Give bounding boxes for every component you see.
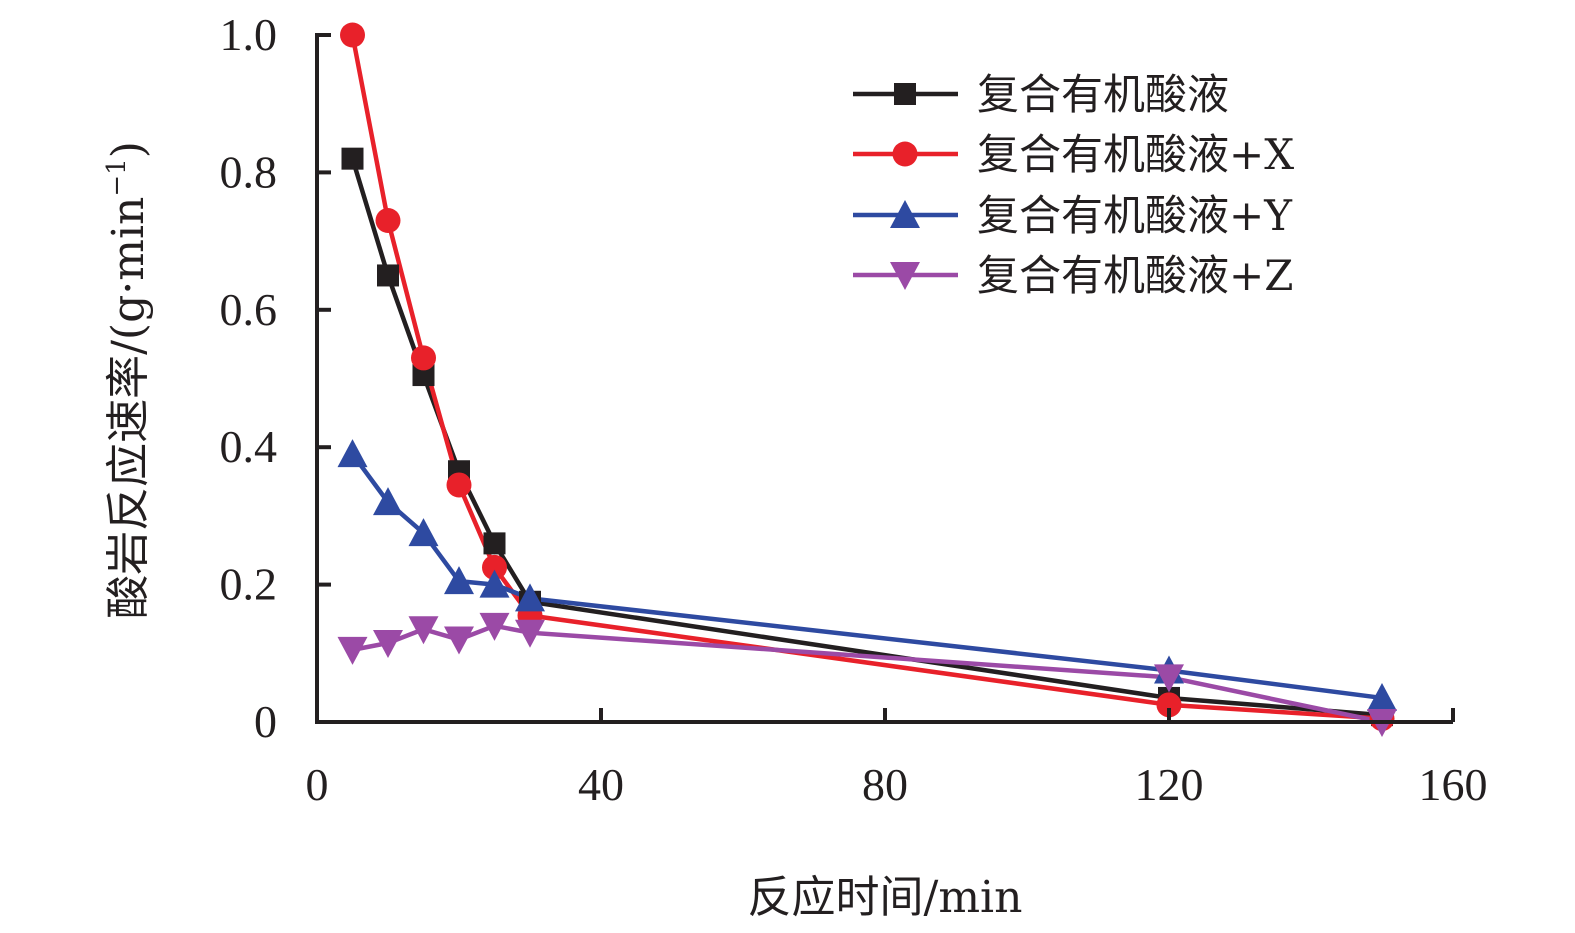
x-tick-label: 160 [1419,759,1488,810]
series-1-point [411,345,436,371]
series-3-point [1154,664,1184,693]
series-3-point [337,636,368,665]
y-axis-title-superscript: −1 [102,158,132,196]
plot-markers [337,22,1397,737]
series-2-point [408,518,439,547]
y-axis-title-close: ) [103,141,154,158]
series-1-point [446,472,472,498]
x-tick-label: 120 [1135,759,1204,810]
series-2-point [373,487,403,516]
series-2-point [479,569,510,598]
series-1-point [1156,692,1182,718]
series-2-point [444,566,474,595]
series-2-point [515,583,545,612]
series-3-point [444,626,474,655]
y-tick-label: 0.2 [220,559,278,610]
y-tick-label: 0.4 [220,421,278,472]
y-axis-title: 酸岩反应速率/(g·min−1) [102,141,154,619]
legend-marker-1 [892,141,918,167]
series-0-point [341,147,364,170]
series-0-point [483,532,506,555]
legend-marker-0 [894,83,916,105]
series-2-point [337,439,368,468]
legend-label-3: 复合有机酸液+Z [977,251,1293,300]
legend-label-0: 复合有机酸液 [977,70,1229,119]
series-2-point [1367,682,1397,711]
x-axis-title: 反应时间/min [748,872,1023,923]
ticks: 0 40 80 120 160 0 0.2 0.4 0.6 0.8 1.0 [220,9,1488,810]
legend-marker-3 [890,262,920,290]
y-tick-label: 0.8 [220,146,278,197]
x-tick-label: 40 [578,759,624,810]
series-3-point [408,616,439,645]
series-3-point [373,629,403,658]
legend-marker-2 [890,200,920,228]
series-1-point [340,22,365,48]
y-tick-label: 0.6 [220,284,278,335]
x-tick-label: 0 [306,759,329,810]
y-tick-label: 0 [254,696,277,747]
legend-label-2: 复合有机酸液+Y [977,191,1293,240]
series-3-point [479,612,510,641]
y-tick-label: 1.0 [220,9,278,60]
x-tick-label: 80 [862,759,908,810]
legend-label-1: 复合有机酸液+X [977,130,1294,179]
series-1-line [350,34,1383,721]
series-0-point [377,264,399,287]
series-0-point [412,364,435,387]
series-0-line [350,158,1383,718]
y-axis-title-main: 酸岩反应速率/(g·min [103,197,154,619]
series-1-point [482,554,507,580]
series-3-point [515,619,545,648]
series-1-point [375,207,401,233]
